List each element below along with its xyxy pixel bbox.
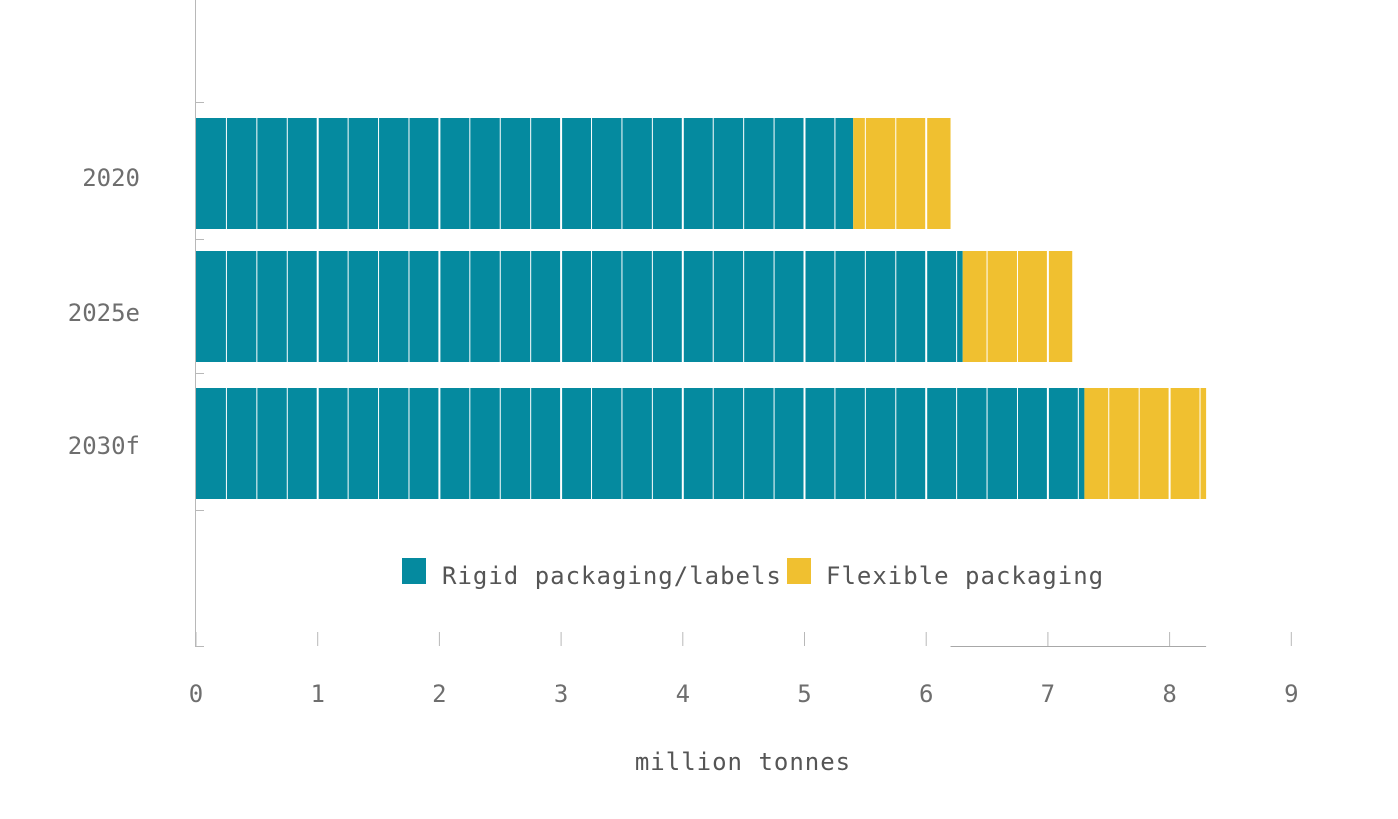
x-tick-label-2: 2 — [432, 680, 446, 708]
legend-swatch-flexible — [787, 558, 811, 584]
bars-layer — [196, 118, 1207, 499]
bar-flexible-2020 — [853, 118, 951, 229]
x-tick-label-1: 1 — [310, 680, 324, 708]
legend: Rigid packaging/labels Flexible packagin… — [402, 558, 1104, 590]
category-labels: 2020 2025e 2030f — [68, 164, 140, 460]
legend-label-rigid: Rigid packaging/labels — [442, 562, 782, 590]
bar-flexible-2030f — [1084, 388, 1207, 499]
x-tick-label-6: 6 — [919, 680, 933, 708]
x-axis-title: million tonnes — [635, 748, 851, 776]
legend-label-flexible: Flexible packaging — [826, 562, 1104, 590]
x-tick-label-4: 4 — [676, 680, 690, 708]
x-tick-label-3: 3 — [554, 680, 568, 708]
category-label-2030f: 2030f — [68, 432, 140, 460]
legend-swatch-rigid — [402, 558, 426, 584]
bar-rigid-2025e — [196, 251, 963, 362]
x-tick-labels: 0 1 2 3 4 5 6 7 8 9 — [189, 680, 1299, 708]
axis-layer — [195, 0, 1292, 647]
bar-rigid-2020 — [196, 118, 854, 229]
x-tick-label-9: 9 — [1284, 680, 1298, 708]
category-label-2025e: 2025e — [68, 299, 140, 327]
x-tick-label-0: 0 — [189, 680, 203, 708]
x-tick-label-7: 7 — [1041, 680, 1055, 708]
bar-rigid-2030f — [196, 388, 1085, 499]
category-label-2020: 2020 — [82, 164, 140, 192]
x-tick-label-8: 8 — [1162, 680, 1176, 708]
x-tick-label-5: 5 — [797, 680, 811, 708]
